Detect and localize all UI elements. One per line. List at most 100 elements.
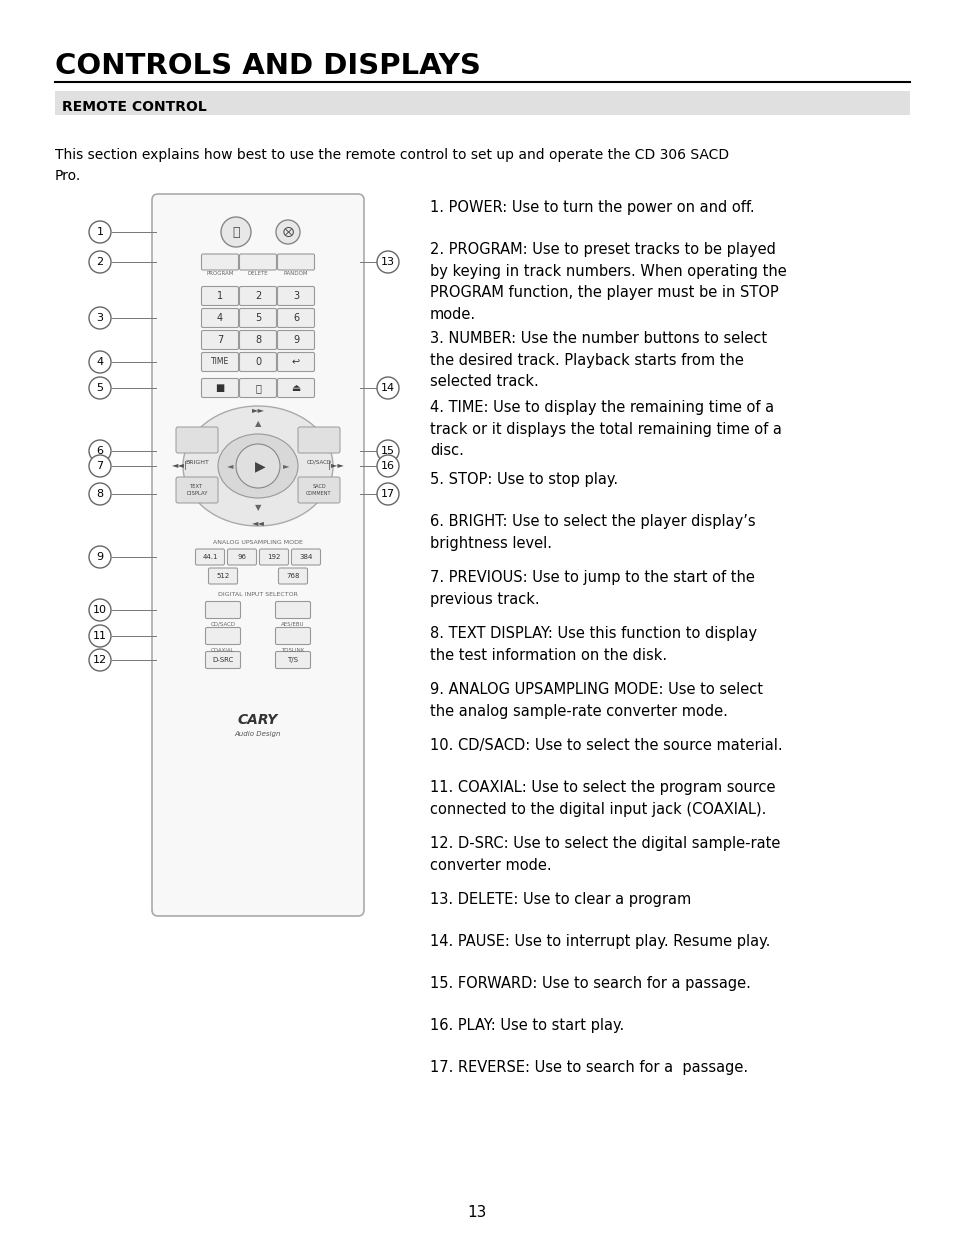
Text: 512: 512 — [216, 573, 230, 579]
Text: 8: 8 — [254, 335, 261, 345]
Text: PROGRAM: PROGRAM — [206, 270, 233, 275]
Text: 14. PAUSE: Use to interrupt play. Resume play.: 14. PAUSE: Use to interrupt play. Resume… — [430, 934, 770, 948]
Text: ►: ► — [282, 462, 289, 471]
Text: 9: 9 — [96, 552, 104, 562]
Text: 3. NUMBER: Use the number buttons to select
the desired track. Playback starts f: 3. NUMBER: Use the number buttons to sel… — [430, 331, 766, 389]
Circle shape — [376, 454, 398, 477]
FancyBboxPatch shape — [201, 331, 238, 350]
Text: 2: 2 — [96, 257, 104, 267]
Text: CONTROLS AND DISPLAYS: CONTROLS AND DISPLAYS — [55, 52, 480, 80]
FancyBboxPatch shape — [239, 378, 276, 398]
Text: 2. PROGRAM: Use to preset tracks to be played
by keying in track numbers. When o: 2. PROGRAM: Use to preset tracks to be p… — [430, 242, 786, 322]
FancyBboxPatch shape — [195, 550, 224, 564]
FancyBboxPatch shape — [205, 627, 240, 645]
Text: 10. CD/SACD: Use to select the source material.: 10. CD/SACD: Use to select the source ma… — [430, 739, 781, 753]
Text: TEXT
DISPLAY: TEXT DISPLAY — [186, 484, 208, 495]
Text: DELETE: DELETE — [248, 270, 268, 275]
FancyBboxPatch shape — [201, 254, 238, 270]
Circle shape — [89, 483, 111, 505]
Text: TIME: TIME — [211, 357, 229, 367]
Ellipse shape — [183, 406, 333, 526]
Text: ▲: ▲ — [254, 420, 261, 429]
Text: ◄◄|: ◄◄| — [172, 462, 188, 471]
Ellipse shape — [218, 433, 297, 498]
FancyBboxPatch shape — [205, 601, 240, 619]
Circle shape — [376, 377, 398, 399]
Text: RANDOM: RANDOM — [283, 270, 308, 275]
Circle shape — [221, 217, 251, 247]
Circle shape — [235, 445, 280, 488]
Text: TOSLINK: TOSLINK — [281, 648, 304, 653]
Text: |►►: |►► — [328, 462, 344, 471]
Text: 9: 9 — [293, 335, 298, 345]
Text: 6: 6 — [96, 446, 103, 456]
Text: Audio Design: Audio Design — [234, 731, 281, 737]
Text: 17: 17 — [380, 489, 395, 499]
FancyBboxPatch shape — [277, 309, 314, 327]
Circle shape — [89, 650, 111, 671]
Text: This section explains how best to use the remote control to set up and operate t: This section explains how best to use th… — [55, 148, 728, 183]
Text: 6. BRIGHT: Use to select the player display’s
brightness level.: 6. BRIGHT: Use to select the player disp… — [430, 514, 755, 551]
Text: ⨂: ⨂ — [282, 227, 294, 237]
FancyBboxPatch shape — [209, 568, 237, 584]
Text: T/S: T/S — [287, 657, 298, 663]
Text: 5: 5 — [254, 312, 261, 324]
Text: 6: 6 — [293, 312, 298, 324]
Text: 13. DELETE: Use to clear a program: 13. DELETE: Use to clear a program — [430, 892, 691, 906]
Text: 4. TIME: Use to display the remaining time of a
track or it displays the total r: 4. TIME: Use to display the remaining ti… — [430, 400, 781, 458]
FancyBboxPatch shape — [297, 427, 339, 453]
FancyBboxPatch shape — [239, 254, 276, 270]
Text: ↩: ↩ — [292, 357, 300, 367]
Text: CD/SACD: CD/SACD — [211, 622, 235, 627]
FancyBboxPatch shape — [239, 352, 276, 372]
Text: 12. D-SRC: Use to select the digital sample-rate
converter mode.: 12. D-SRC: Use to select the digital sam… — [430, 836, 780, 873]
Text: 8: 8 — [96, 489, 104, 499]
Circle shape — [376, 483, 398, 505]
Text: CD/SACD: CD/SACD — [306, 459, 332, 464]
Text: 13: 13 — [380, 257, 395, 267]
Circle shape — [89, 308, 111, 329]
FancyBboxPatch shape — [239, 331, 276, 350]
Circle shape — [89, 440, 111, 462]
Text: 96: 96 — [237, 555, 246, 559]
Text: 10: 10 — [92, 605, 107, 615]
FancyBboxPatch shape — [175, 427, 218, 453]
FancyBboxPatch shape — [205, 652, 240, 668]
Circle shape — [89, 454, 111, 477]
Text: 1. POWER: Use to turn the power on and off.: 1. POWER: Use to turn the power on and o… — [430, 200, 754, 215]
Text: 384: 384 — [299, 555, 313, 559]
Text: ANALOG UPSAMPLING MODE: ANALOG UPSAMPLING MODE — [213, 541, 303, 546]
Text: 768: 768 — [286, 573, 299, 579]
Text: 4: 4 — [216, 312, 223, 324]
FancyBboxPatch shape — [277, 331, 314, 350]
Text: 7: 7 — [216, 335, 223, 345]
FancyBboxPatch shape — [239, 309, 276, 327]
Text: 7: 7 — [96, 461, 104, 471]
Text: 1: 1 — [96, 227, 103, 237]
Circle shape — [376, 251, 398, 273]
Text: BRIGHT: BRIGHT — [185, 459, 209, 464]
FancyBboxPatch shape — [277, 254, 314, 270]
FancyBboxPatch shape — [201, 309, 238, 327]
Text: 11: 11 — [92, 631, 107, 641]
Text: ◄: ◄ — [227, 462, 233, 471]
Text: D-SRC: D-SRC — [213, 657, 233, 663]
Text: 14: 14 — [380, 383, 395, 393]
FancyBboxPatch shape — [227, 550, 256, 564]
FancyBboxPatch shape — [292, 550, 320, 564]
FancyBboxPatch shape — [297, 477, 339, 503]
FancyBboxPatch shape — [55, 91, 909, 115]
Text: 1: 1 — [216, 291, 223, 301]
Text: ■: ■ — [215, 383, 224, 393]
Text: 5. STOP: Use to stop play.: 5. STOP: Use to stop play. — [430, 472, 618, 487]
FancyBboxPatch shape — [152, 194, 364, 916]
FancyBboxPatch shape — [201, 378, 238, 398]
Text: ▼: ▼ — [254, 504, 261, 513]
Text: 8. TEXT DISPLAY: Use this function to display
the test information on the disk.: 8. TEXT DISPLAY: Use this function to di… — [430, 626, 757, 663]
FancyBboxPatch shape — [275, 627, 310, 645]
Circle shape — [89, 546, 111, 568]
Circle shape — [89, 351, 111, 373]
Text: 12: 12 — [92, 655, 107, 664]
Text: AES/EBU: AES/EBU — [281, 622, 304, 627]
Text: 9. ANALOG UPSAMPLING MODE: Use to select
the analog sample-rate converter mode.: 9. ANALOG UPSAMPLING MODE: Use to select… — [430, 682, 762, 719]
